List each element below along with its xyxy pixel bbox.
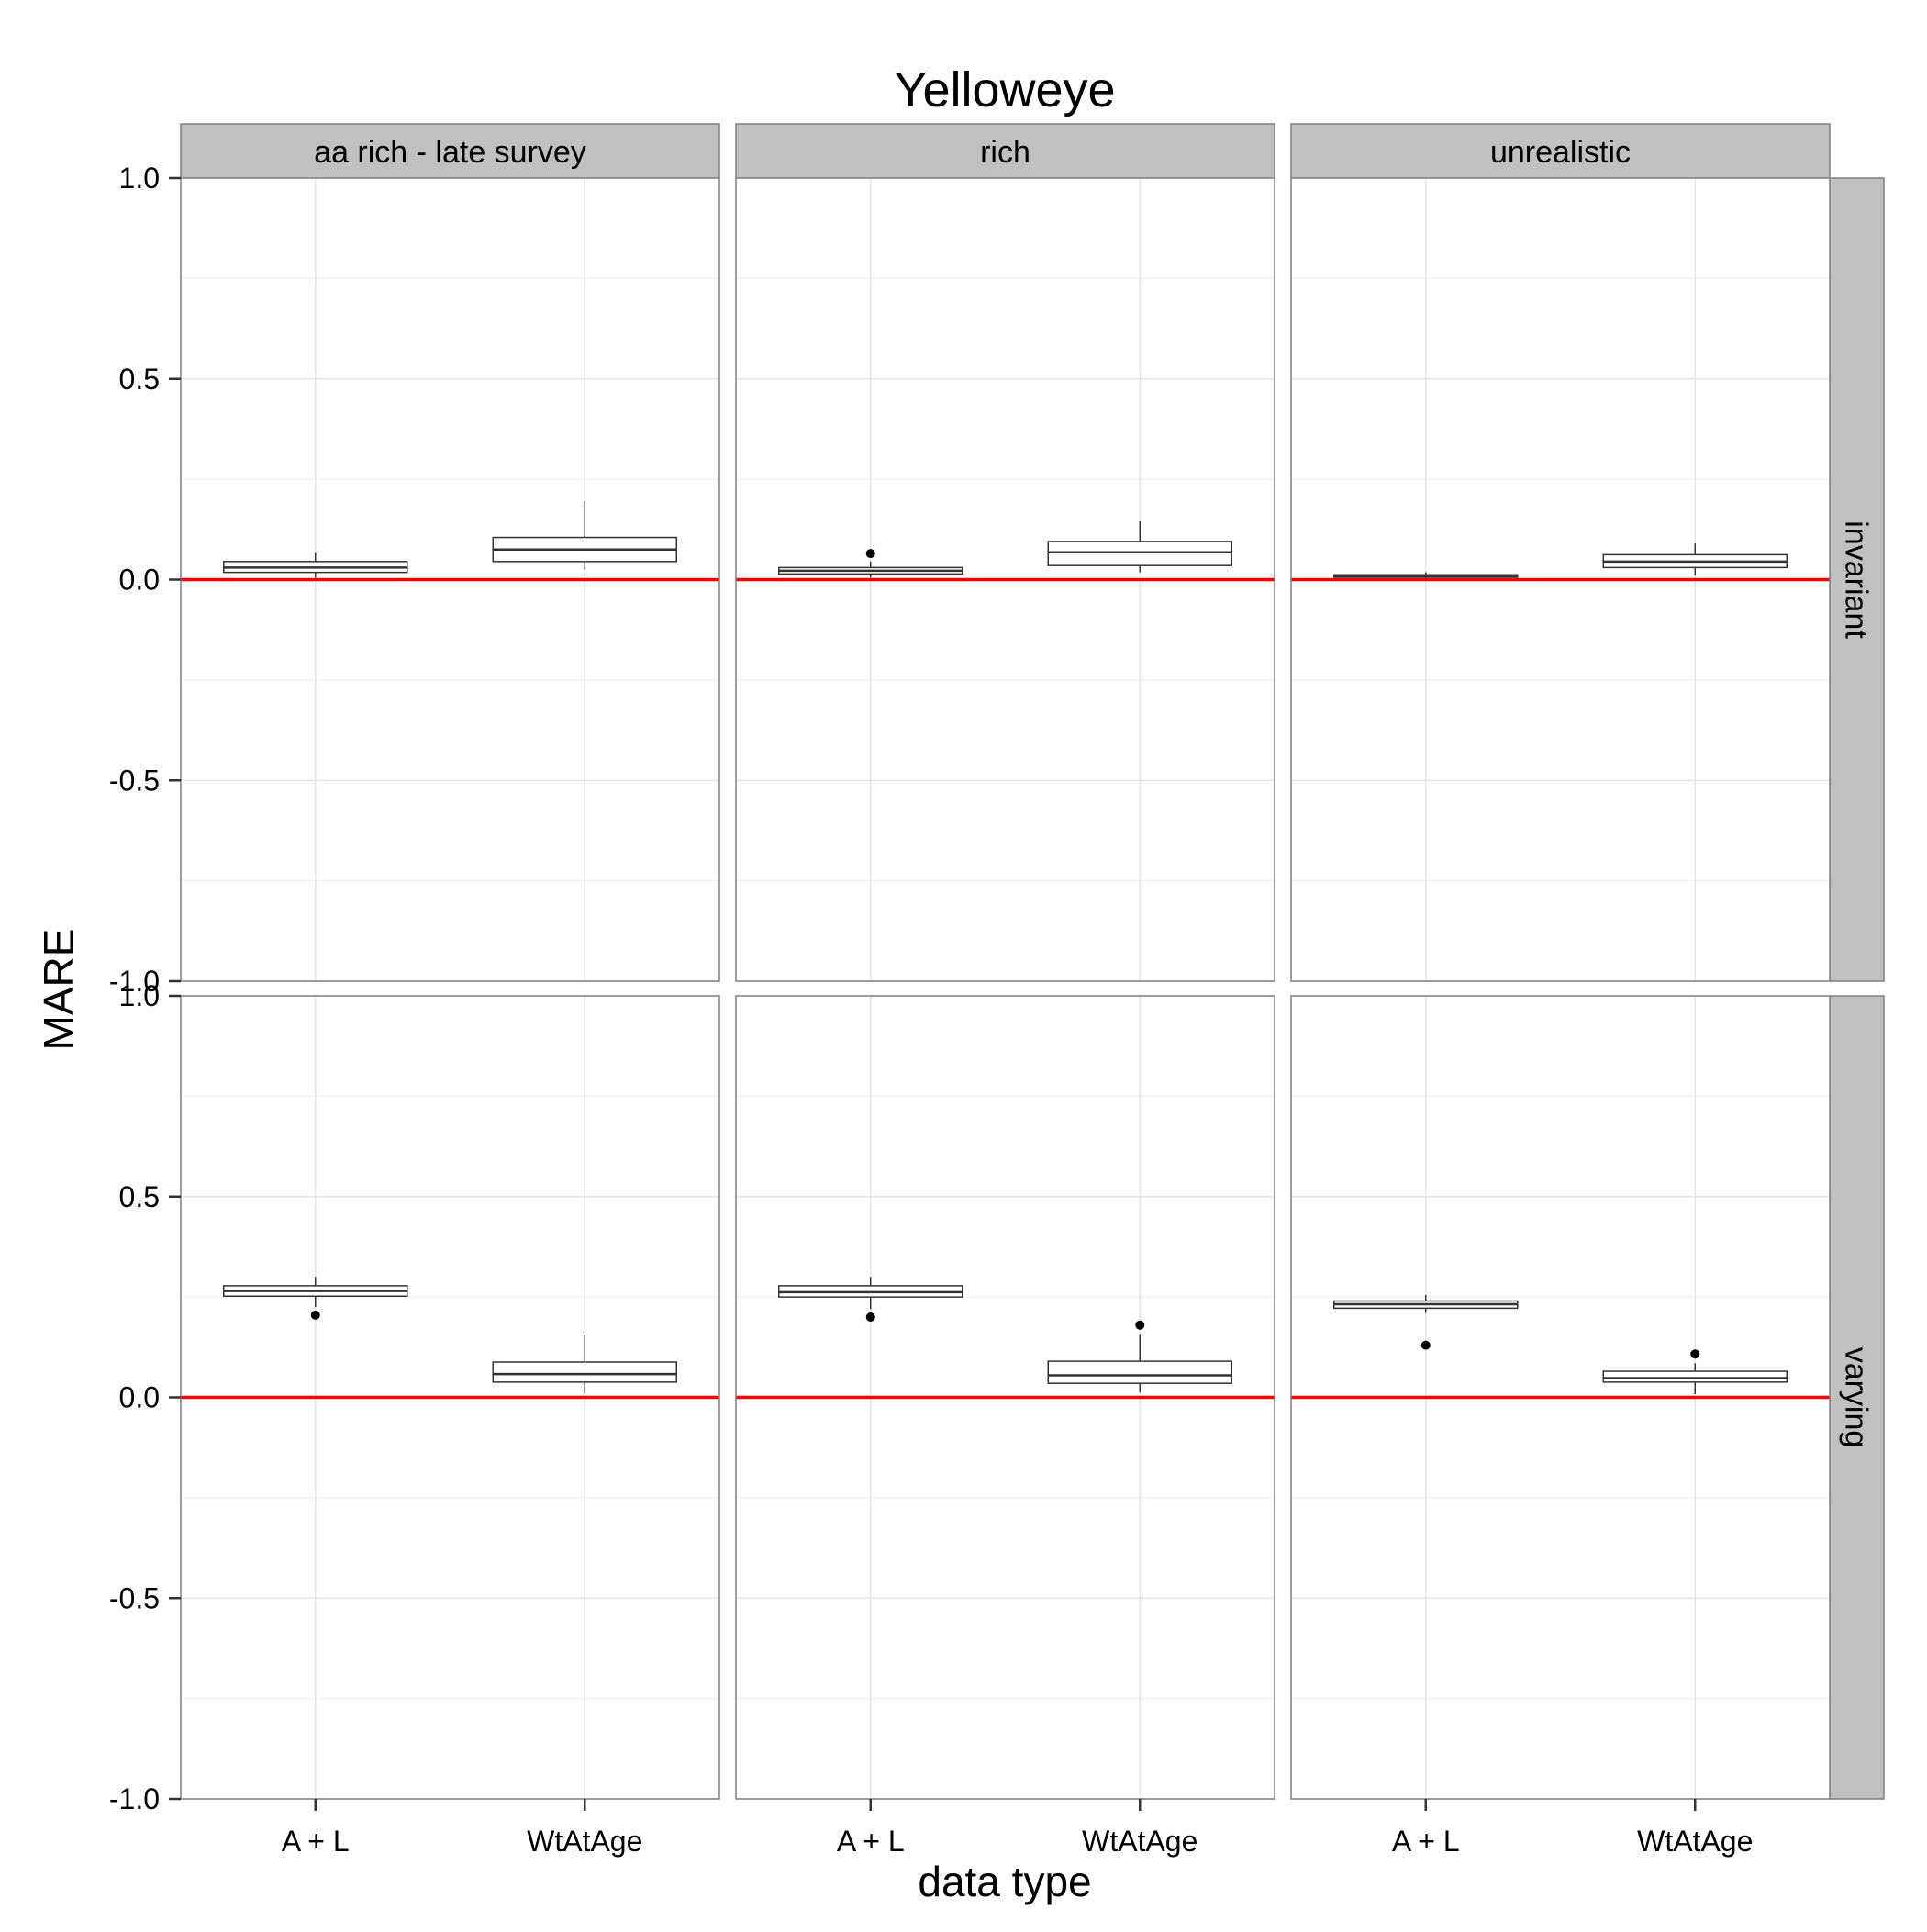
panel-border <box>735 177 1275 982</box>
y-tick-label: 0.5 <box>119 363 160 396</box>
panel-invariant-2 <box>1290 177 1831 982</box>
box <box>1047 541 1232 566</box>
y-tick-label: -0.5 <box>109 1581 160 1614</box>
box <box>492 1361 677 1383</box>
x-tick-label: A + L <box>282 1825 350 1858</box>
row-strip-label: invariant <box>1839 520 1874 639</box>
panel-varying-2 <box>1290 995 1831 1800</box>
y-tick-label: 0.5 <box>119 1180 160 1213</box>
box <box>1047 1360 1232 1384</box>
y-tick-label: 0.0 <box>119 564 160 597</box>
x-axis-title: data type <box>918 1858 1091 1905</box>
row-strip-label: varying <box>1839 1347 1874 1448</box>
panel-varying-0 <box>180 995 720 1800</box>
outlier-point <box>1690 1349 1700 1359</box>
column-strip-label: aa rich - late survey <box>314 135 586 170</box>
chart-title: Yelloweye <box>894 62 1115 117</box>
column-strip <box>735 123 1275 179</box>
y-tick-label: 0.0 <box>119 1381 160 1414</box>
panel-border <box>1290 995 1831 1800</box>
column-strip-label: unrealistic <box>1490 135 1631 170</box>
y-tick-label: -1.0 <box>109 1782 160 1815</box>
panel-varying-1 <box>735 995 1275 1800</box>
row-strip <box>1829 995 1885 1800</box>
outlier-point <box>865 1312 875 1322</box>
row-strip <box>1829 177 1885 982</box>
y-tick-label: 1.0 <box>119 162 160 195</box>
x-tick-label: WtAtAge <box>1637 1825 1753 1858</box>
panels-layer: aa rich - late survey rich unrealistic inva… <box>109 123 1885 1858</box>
outlier-point <box>865 549 875 559</box>
y-tick-label: -0.5 <box>109 764 160 797</box>
x-tick-label: A + L <box>1392 1825 1460 1858</box>
panel-border <box>735 995 1275 1800</box>
outlier-point <box>1420 1340 1431 1350</box>
y-axis-title: MARE <box>35 929 83 1051</box>
panel-invariant-1 <box>735 177 1275 982</box>
column-strip <box>180 123 720 179</box>
y-tick-label: -1.0 <box>109 965 160 998</box>
x-tick-label: WtAtAge <box>1082 1825 1197 1858</box>
panel-border <box>1290 177 1831 982</box>
y-tick-label: 1.0 <box>119 979 160 1012</box>
column-strip-label: rich <box>980 135 1030 170</box>
panel-invariant-0 <box>180 177 720 982</box>
outlier-point <box>310 1310 320 1320</box>
x-tick-label: WtAtAge <box>527 1825 642 1858</box>
outlier-point <box>1135 1320 1145 1330</box>
box <box>1602 1370 1788 1383</box>
x-tick-label: A + L <box>837 1825 905 1858</box>
